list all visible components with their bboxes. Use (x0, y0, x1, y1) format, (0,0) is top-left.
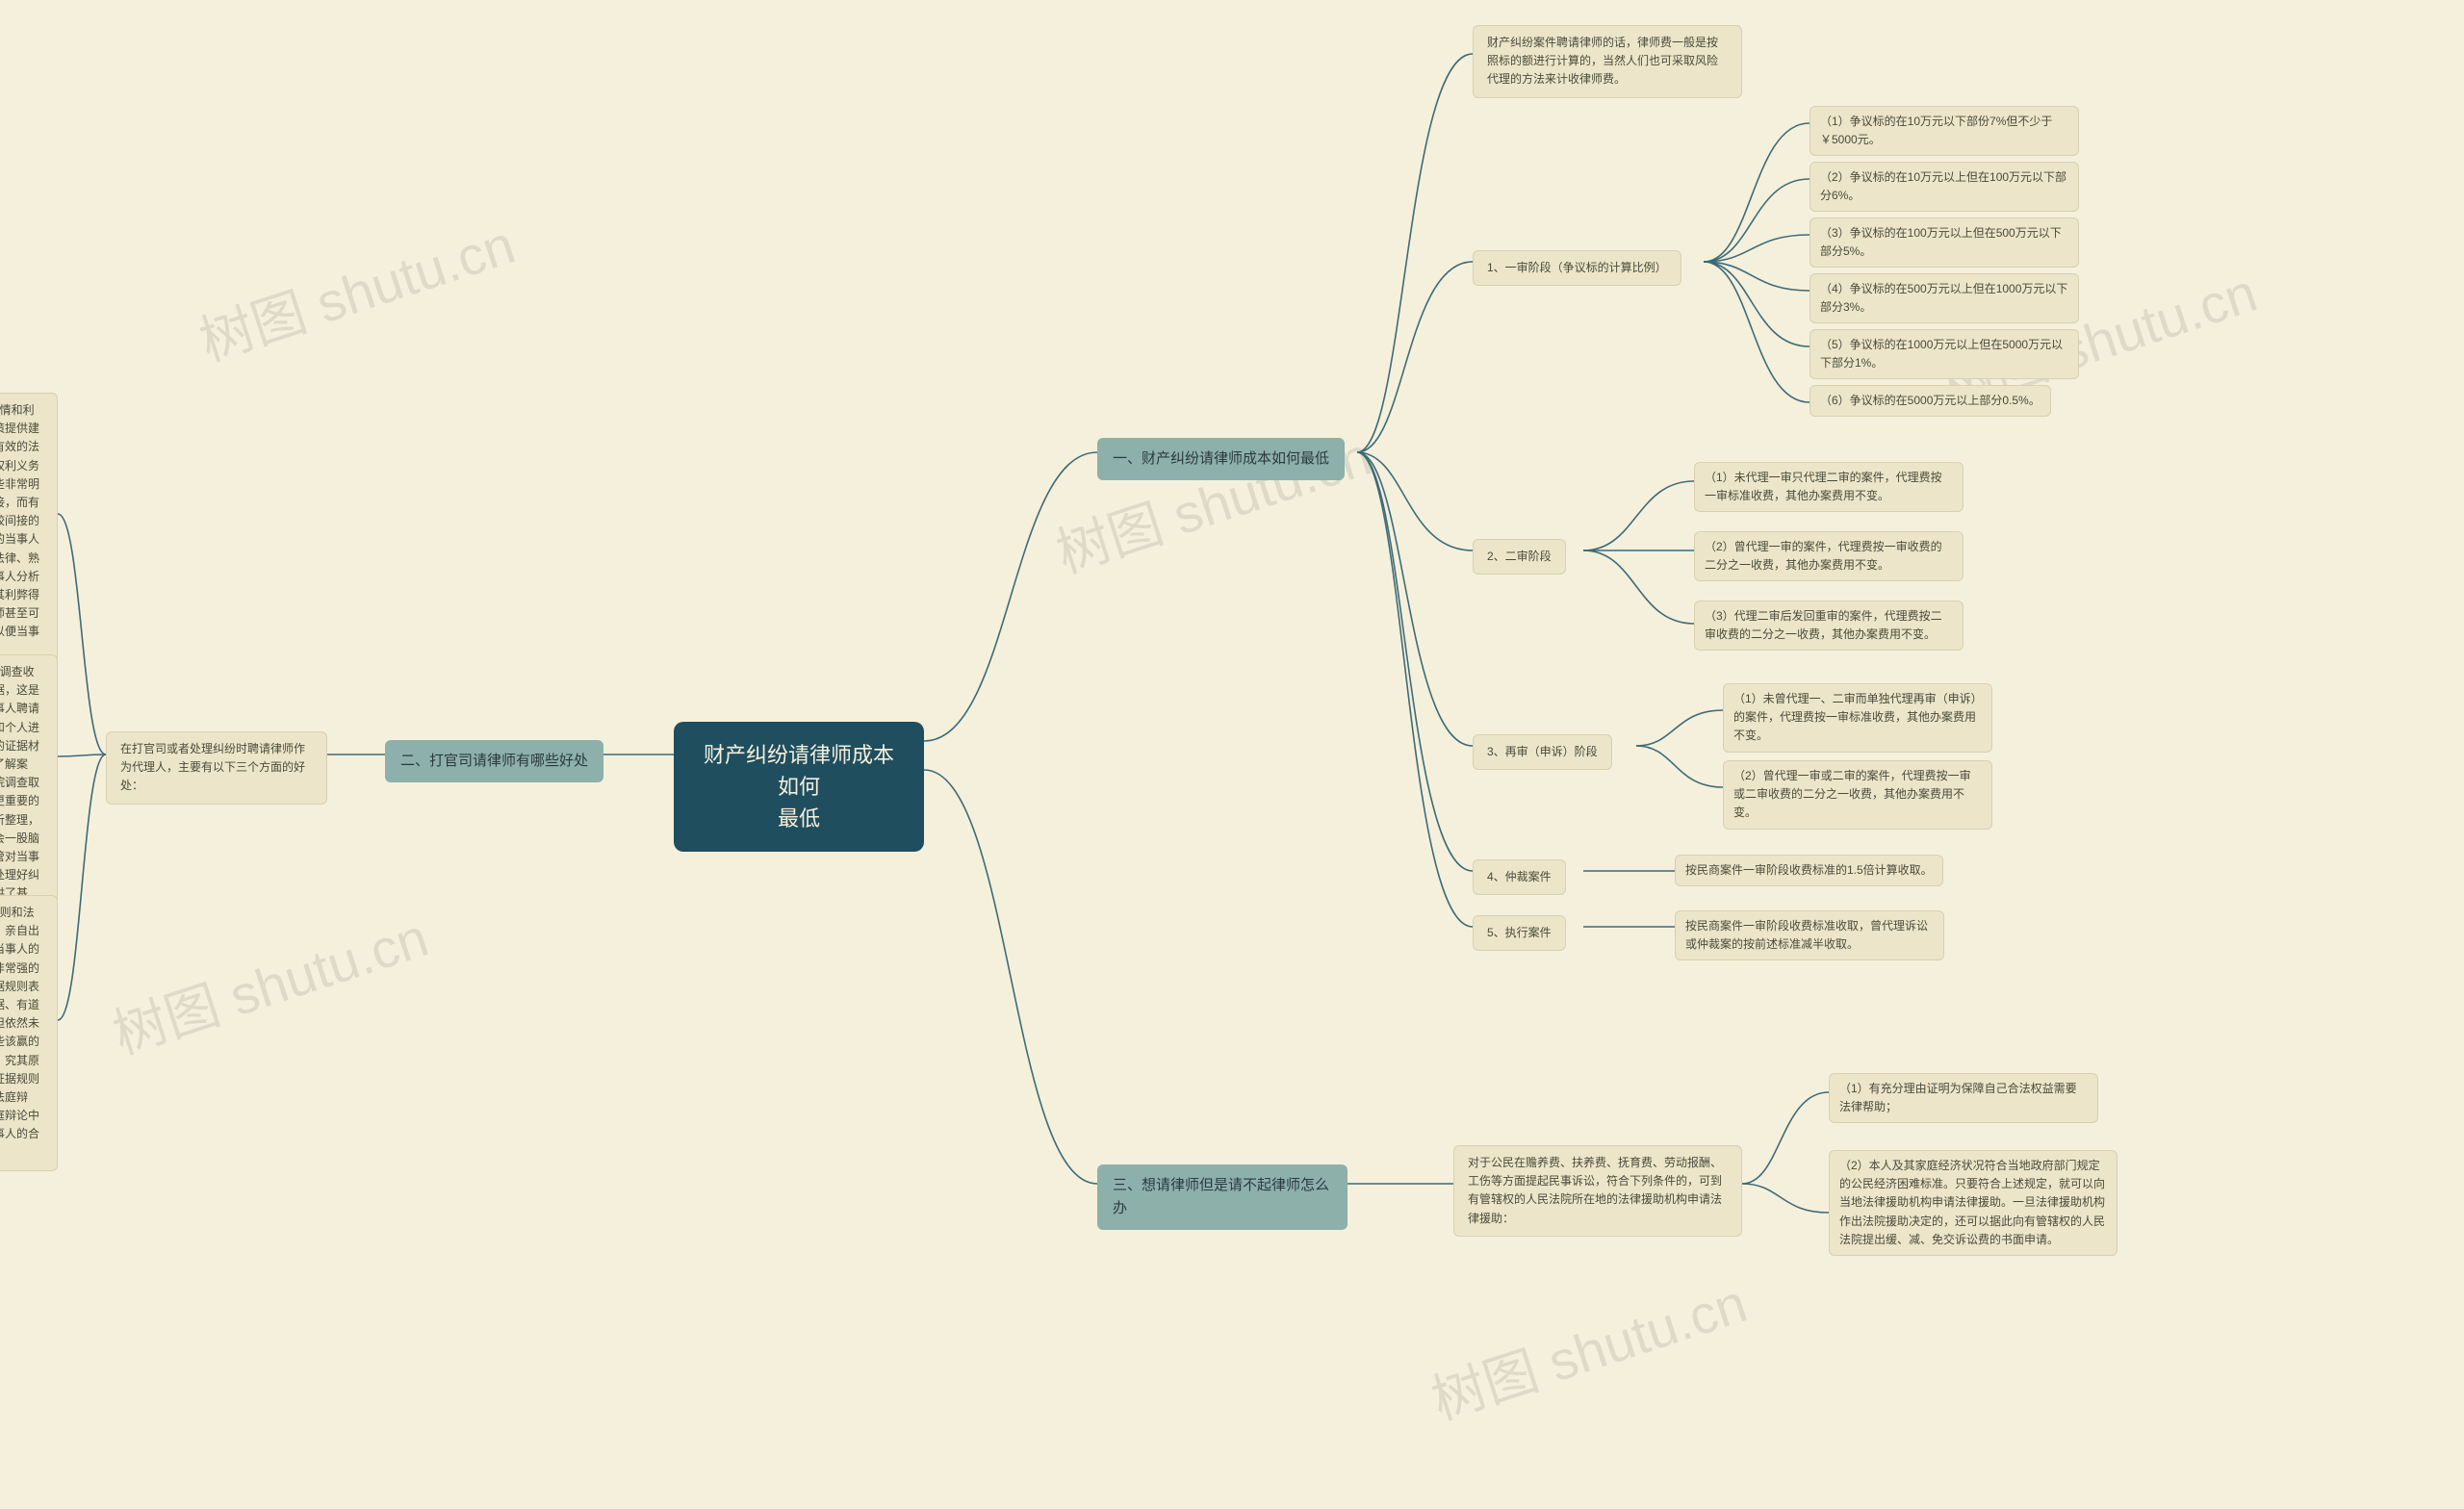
mindmap-connectors (0, 0, 2464, 1509)
branch-2: 二、打官司请律师有哪些好处 (385, 740, 603, 782)
branch1-s2-i1: （1）未代理一审只代理二审的案件，代理费按一审标准收费，其他办案费用不变。 (1694, 462, 1964, 512)
branch1-s2-i2: （2）曾代理一审的案件，代理费按一审收费的二分之一收费，其他办案费用不变。 (1694, 531, 1964, 581)
branch1-s1: 1、一审阶段（争议标的计算比例） (1473, 250, 1681, 286)
branch3-i2: （2）本人及其家庭经济状况符合当地政府部门规定的公民经济困难标准。只要符合上述规… (1829, 1150, 2118, 1256)
watermark: 树图 shutu.cn (1421, 1261, 1756, 1436)
branch1-s1-i3: （3）争议标的在100万元以上但在500万元以下部分5%。 (1810, 217, 2079, 268)
branch3-intro: 对于公民在赡养费、扶养费、抚育费、劳动报酬、工伤等方面提起民事诉讼，符合下列条件… (1453, 1145, 1742, 1237)
branch1-s5: 5、执行案件 (1473, 915, 1566, 951)
branch1-s4-text: 按民商案件一审阶段收费标准的1.5倍计算收取。 (1675, 855, 1943, 886)
branch1-s1-i4: （4）争议标的在500万元以上但在1000万元以下部分3%。 (1810, 273, 2079, 323)
watermark: 树图 shutu.cn (102, 895, 437, 1070)
branch-1: 一、财产纠纷请律师成本如何最低 (1097, 438, 1345, 480)
branch2-i1: （1）律师可以帮助当事人分析案情和利弊得失，为当事人作出最适宜决策提供建设性意见… (0, 393, 58, 669)
branch1-s3-i1: （1）未曾代理一、二审而单独代理再审（申诉）的案件，代理费按一审标准收费，其他办… (1723, 683, 1992, 753)
branch1-s3-i2: （2）曾代理一审或二审的案件，代理费按一审或二审收费的二分之一收费，其他办案费用… (1723, 760, 1992, 830)
branch1-intro: 财产纠纷案件聘请律师的话，律师费一般是按照标的额进行计算的，当然人们也可采取风险… (1473, 25, 1742, 98)
branch2-intro: 在打官司或者处理纠纷时聘请律师作为代理人，主要有以下三个方面的好处： (106, 731, 327, 805)
center-line2: 最低 (701, 803, 897, 834)
branch1-s1-i5: （5）争议标的在1000万元以上但在5000万元以下部分1%。 (1810, 329, 2079, 379)
center-line1: 财产纠纷请律师成本如何 (701, 739, 897, 803)
branch1-s1-i1: （1）争议标的在10万元以下部份7%但不少于￥5000元。 (1810, 106, 2079, 156)
branch2-i2: （2）律师可以根据案情需要及时调查收集证据和固定对当事人有利的证据，这是维护当事… (0, 654, 58, 931)
branch3-i1: （1）有充分理由证明为保障自己合法权益需要法律帮助； (1829, 1073, 2098, 1123)
branch2-i3: （3）律师熟悉诉讼程序、证据规则和法律法规，为当事人书写法律文书，亲自出庭参加诉… (0, 895, 58, 1171)
branch1-s4: 4、仲裁案件 (1473, 859, 1566, 895)
branch1-s3: 3、再审（申诉）阶段 (1473, 734, 1612, 770)
branch1-s5-text: 按民商案件一审阶段收费标准收取，曾代理诉讼或仲裁案的按前述标准减半收取。 (1675, 910, 1944, 960)
branch1-s2-i3: （3）代理二审后发回重审的案件，代理费按二审收费的二分之一收费，其他办案费用不变… (1694, 601, 1964, 651)
branch1-s1-i6: （6）争议标的在5000万元以上部分0.5%。 (1810, 385, 2051, 417)
branch-3: 三、想请律师但是请不起律师怎么办 (1097, 1164, 1348, 1230)
branch1-s1-i2: （2）争议标的在10万元以上但在100万元以下部分6%。 (1810, 162, 2079, 212)
branch1-s2: 2、二审阶段 (1473, 539, 1566, 575)
watermark: 树图 shutu.cn (189, 202, 524, 377)
center-node: 财产纠纷请律师成本如何 最低 (674, 722, 924, 852)
